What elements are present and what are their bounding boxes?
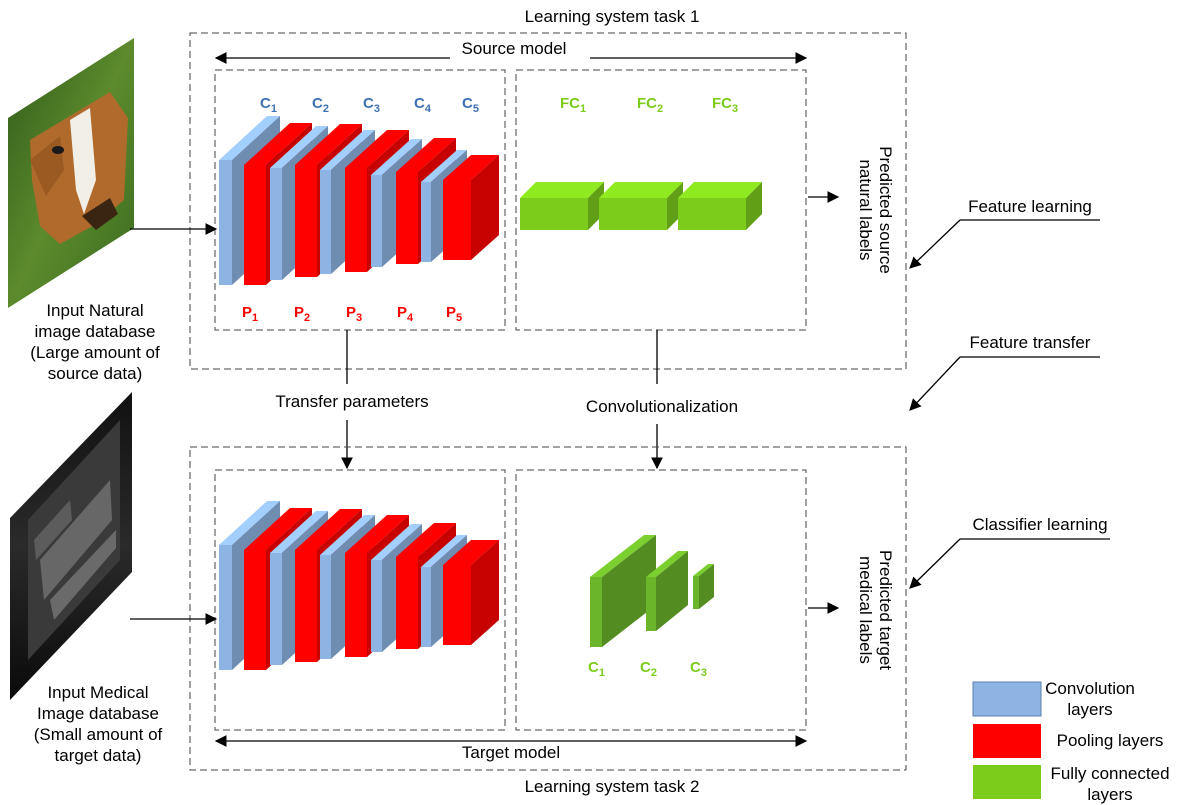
task2-box <box>189 446 907 771</box>
task2-title: Learning system task 2 <box>525 777 700 796</box>
legend-conv-swatch <box>972 681 1042 717</box>
task1-box <box>189 32 907 370</box>
transfer-parameters-label: Transfer parameters <box>275 392 428 411</box>
input-medical-line-4: target data) <box>55 746 142 765</box>
source-layer-stack <box>219 116 499 285</box>
legend-conv-line-2: layers <box>1067 700 1112 719</box>
input-natural-line-2: image database <box>35 322 156 341</box>
target-conv-labels: C1 C2 C3 <box>588 659 707 679</box>
source-pool-labels: P1 P2 P3 P4 P5 <box>242 304 462 324</box>
output-target-line-2: medical labels <box>856 556 875 664</box>
fc-label-1: FC1 <box>560 95 586 115</box>
fc-block-2 <box>599 182 683 230</box>
legend-pool-swatch <box>973 724 1041 758</box>
input-medical-line-2: Image database <box>37 704 159 723</box>
input-medical-line-3: (Small amount of <box>34 725 163 744</box>
convolutionalization-label: Convolutionalization <box>586 397 738 416</box>
input-medical-caption: Input Medical Image database (Small amou… <box>34 683 163 765</box>
input-natural-line-1: Input Natural <box>46 301 143 320</box>
conv-label-1: C1 <box>260 95 277 115</box>
target-fc-box <box>515 469 807 731</box>
source-conv-box <box>214 69 506 331</box>
pool-label-1: P1 <box>242 304 258 324</box>
pool-label-5: P5 <box>446 304 462 324</box>
source-model-label: Source model <box>462 39 567 58</box>
horse-photo <box>8 38 134 308</box>
ultrasound-image <box>10 392 132 700</box>
output-source-line-2: natural labels <box>856 159 875 260</box>
target-conv-block-1 <box>590 535 656 647</box>
conv-label-3: C3 <box>363 95 380 115</box>
output-source-labels: Predicted source natural labels <box>856 146 895 274</box>
legend-fc-swatch <box>973 765 1041 799</box>
target-layer-stack <box>219 501 499 670</box>
fc-label-2: FC2 <box>637 95 663 115</box>
target-conv-label-3: C3 <box>690 659 707 679</box>
legend-fc-line-2: layers <box>1087 785 1132 804</box>
fc-block-1 <box>520 182 604 230</box>
input-natural-caption: Input Natural image database (Large amou… <box>30 301 160 383</box>
legend: Convolution layers Pooling layers Fully … <box>972 679 1170 804</box>
fc-labels: FC1 FC2 FC3 <box>560 95 738 115</box>
legend-pool-line-1: Pooling layers <box>1057 731 1164 750</box>
pool-label-3: P3 <box>346 304 362 324</box>
legend-conv-line-1: Convolution <box>1045 679 1135 698</box>
conv-label-5: C5 <box>462 95 479 115</box>
output-target-labels: Predicted target medical labels <box>856 550 895 670</box>
pool-label-4: P4 <box>397 304 414 324</box>
target-conv-block-3 <box>693 564 714 609</box>
input-natural-line-3: (Large amount of <box>30 343 160 362</box>
fc-label-3: FC3 <box>712 95 738 115</box>
output-source-line-1: Predicted source <box>876 146 895 274</box>
target-model-label: Target model <box>462 743 560 762</box>
target-conv-block-2 <box>646 551 688 631</box>
feature-learning-label: Feature learning <box>968 197 1092 216</box>
pool-layer-5 <box>443 540 499 645</box>
pool-label-2: P2 <box>294 304 310 324</box>
input-medical-line-1: Input Medical <box>47 683 148 702</box>
classifier-learning-label: Classifier learning <box>972 515 1107 534</box>
legend-fc-line-1: Fully connected <box>1050 764 1169 783</box>
conv-label-2: C2 <box>312 95 329 115</box>
target-conv-label-1: C1 <box>588 659 605 679</box>
source-conv-labels: C1 C2 C3 C4 C5 <box>260 95 479 115</box>
feature-learning-arrow <box>909 219 961 269</box>
target-conv-label-2: C2 <box>640 659 657 679</box>
output-target-line-1: Predicted target <box>876 550 895 670</box>
source-model-label-bg <box>450 38 590 60</box>
feature-transfer-arrow <box>909 356 961 411</box>
feature-transfer-label: Feature transfer <box>970 333 1091 352</box>
classifier-learning-arrow <box>909 538 961 589</box>
target-conv-box <box>214 469 506 731</box>
source-fc-box <box>515 69 807 331</box>
fc-blocks <box>520 182 762 230</box>
pool-layer-5 <box>443 155 499 260</box>
task1-title: Learning system task 1 <box>525 7 700 26</box>
conv-label-4: C4 <box>414 95 432 115</box>
target-conv-blocks <box>590 535 714 647</box>
input-natural-line-4: source data) <box>48 364 143 383</box>
target-model-label-bg <box>448 742 582 764</box>
fc-block-3 <box>678 182 762 230</box>
